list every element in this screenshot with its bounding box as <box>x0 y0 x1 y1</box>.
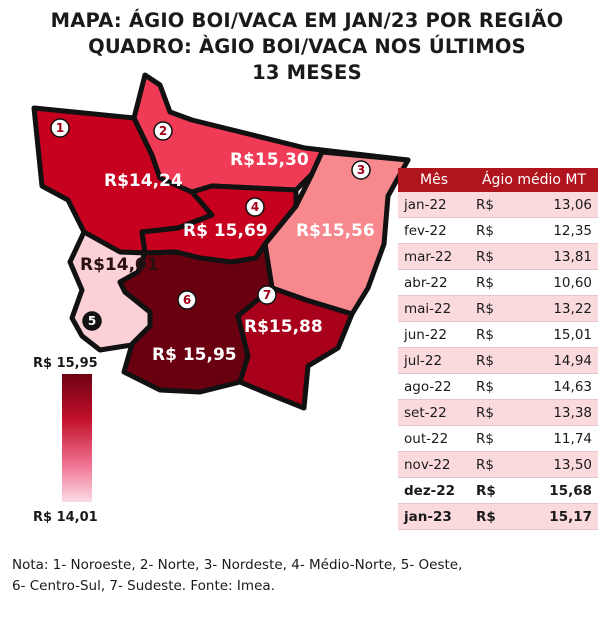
cell-month: ago-22 <box>398 373 471 400</box>
cell-month: mar-22 <box>398 243 471 270</box>
cell-value: 15,17 <box>517 503 598 530</box>
title-line-3: 13 MESES <box>252 61 362 84</box>
header-month: Mês <box>398 168 471 192</box>
table-row: jul-22 R$ 14,94 <box>398 347 598 374</box>
table-row: fev-22 R$ 12,35 <box>398 217 598 244</box>
cell-month: jun-22 <box>398 321 471 348</box>
cell-value: 15,01 <box>517 321 598 348</box>
footnote-line-2: 6- Centro-Sul, 7- Sudeste. Fonte: Imea. <box>12 578 275 594</box>
cell-value: 13,06 <box>517 192 598 218</box>
region-sudeste <box>235 285 355 411</box>
cell-month: dez-22 <box>398 477 471 504</box>
table-row: out-22 R$ 11,74 <box>398 425 598 452</box>
table-row: jun-22 R$ 15,01 <box>398 321 598 348</box>
cell-currency: R$ <box>470 451 518 478</box>
table-row: mar-22 R$ 13,81 <box>398 243 598 270</box>
cell-currency: R$ <box>470 217 518 244</box>
badge-7: 7 <box>257 285 277 305</box>
region-value-sudeste: R$15,88 <box>244 317 323 337</box>
badge-3: 3 <box>351 160 371 180</box>
cell-currency: R$ <box>470 399 518 426</box>
cell-currency: R$ <box>470 503 518 530</box>
region-value-noroeste: R$14,24 <box>104 171 183 191</box>
cell-month: nov-22 <box>398 451 471 478</box>
footnote-line-1: Nota: 1- Noroeste, 2- Norte, 3- Nordeste… <box>12 557 463 573</box>
badge-1: 1 <box>50 118 70 138</box>
svg-text:7: 7 <box>263 288 271 302</box>
cell-value: 12,35 <box>517 217 598 244</box>
cell-value: 14,94 <box>517 347 598 374</box>
cell-value: 10,60 <box>517 269 598 296</box>
cell-month: abr-22 <box>398 269 471 296</box>
cell-month: jan-23 <box>398 503 471 530</box>
cell-currency: R$ <box>470 347 518 374</box>
svg-text:1: 1 <box>56 121 64 135</box>
cell-value: 13,22 <box>517 295 598 322</box>
cell-value: 11,74 <box>517 425 598 452</box>
header-value: Ágio médio MT <box>470 168 598 192</box>
cell-value: 15,68 <box>517 477 598 504</box>
region-value-oeste: R$14,01 <box>80 255 159 275</box>
table-row: ago-22 R$ 14,63 <box>398 373 598 400</box>
legend-min-label: R$ 14,01 <box>33 510 98 525</box>
region-centro-sul <box>117 241 275 395</box>
cell-currency: R$ <box>470 425 518 452</box>
cell-currency: R$ <box>470 477 518 504</box>
cell-value: 13,38 <box>517 399 598 426</box>
svg-text:6: 6 <box>183 293 191 307</box>
cell-month: jul-22 <box>398 347 471 374</box>
region-value-nordeste: R$15,56 <box>296 221 375 241</box>
cell-currency: R$ <box>470 373 518 400</box>
title-line-1: MAPA: ÁGIO BOI/VACA EM JAN/23 POR REGIÃO <box>50 9 564 32</box>
legend-max-label: R$ 15,95 <box>33 356 98 371</box>
table-body: jan-22 R$ 13,06 fev-22 R$ 12,35 mar-22 R$ 13,81 a… <box>398 192 598 530</box>
svg-text:4: 4 <box>251 200 259 214</box>
table-row: abr-22 R$ 10,60 <box>398 269 598 296</box>
svg-text:5: 5 <box>88 314 96 328</box>
table-row: dez-22 R$ 15,68 <box>398 477 598 504</box>
cell-currency: R$ <box>470 321 518 348</box>
cell-value: 13,50 <box>517 451 598 478</box>
legend-color-scale <box>62 374 92 502</box>
cell-currency: R$ <box>470 269 518 296</box>
cell-month: fev-22 <box>398 217 471 244</box>
badge-6: 6 <box>177 290 197 310</box>
table-row: nov-22 R$ 13,50 <box>398 451 598 478</box>
badge-2: 2 <box>153 121 173 141</box>
table-row: set-22 R$ 13,38 <box>398 399 598 426</box>
footnote: Nota: 1- Noroeste, 2- Norte, 3- Nordeste… <box>12 555 602 597</box>
cell-currency: R$ <box>470 295 518 322</box>
cell-currency: R$ <box>470 192 518 218</box>
cell-month: mai-22 <box>398 295 471 322</box>
cell-month: jan-22 <box>398 192 471 218</box>
region-value-norte: R$15,30 <box>230 150 309 170</box>
svg-text:2: 2 <box>159 124 167 138</box>
page-title: MAPA: ÁGIO BOI/VACA EM JAN/23 POR REGIÃO… <box>0 8 614 86</box>
table-row: jan-22 R$ 13,06 <box>398 192 598 218</box>
table-row: jan-23 R$ 15,17 <box>398 503 598 530</box>
region-value-medio-norte: R$ 15,69 <box>183 221 268 241</box>
region-value-centro-sul: R$ 15,95 <box>152 345 237 365</box>
table-row: mai-22 R$ 13,22 <box>398 295 598 322</box>
cell-currency: R$ <box>470 243 518 270</box>
badge-4: 4 <box>245 197 265 217</box>
cell-month: out-22 <box>398 425 471 452</box>
cell-value: 13,81 <box>517 243 598 270</box>
cell-month: set-22 <box>398 399 471 426</box>
title-line-2: QUADRO: ÀGIO BOI/VACA NOS ÚLTIMOS <box>88 35 526 58</box>
cell-value: 14,63 <box>517 373 598 400</box>
badge-5: 5 <box>82 311 102 331</box>
monthly-table: Mês Ágio médio MT jan-22 R$ 13,06 fev-22 R$ 1… <box>398 168 598 530</box>
svg-text:3: 3 <box>357 163 365 177</box>
table-header-row: Mês Ágio médio MT <box>398 168 598 192</box>
